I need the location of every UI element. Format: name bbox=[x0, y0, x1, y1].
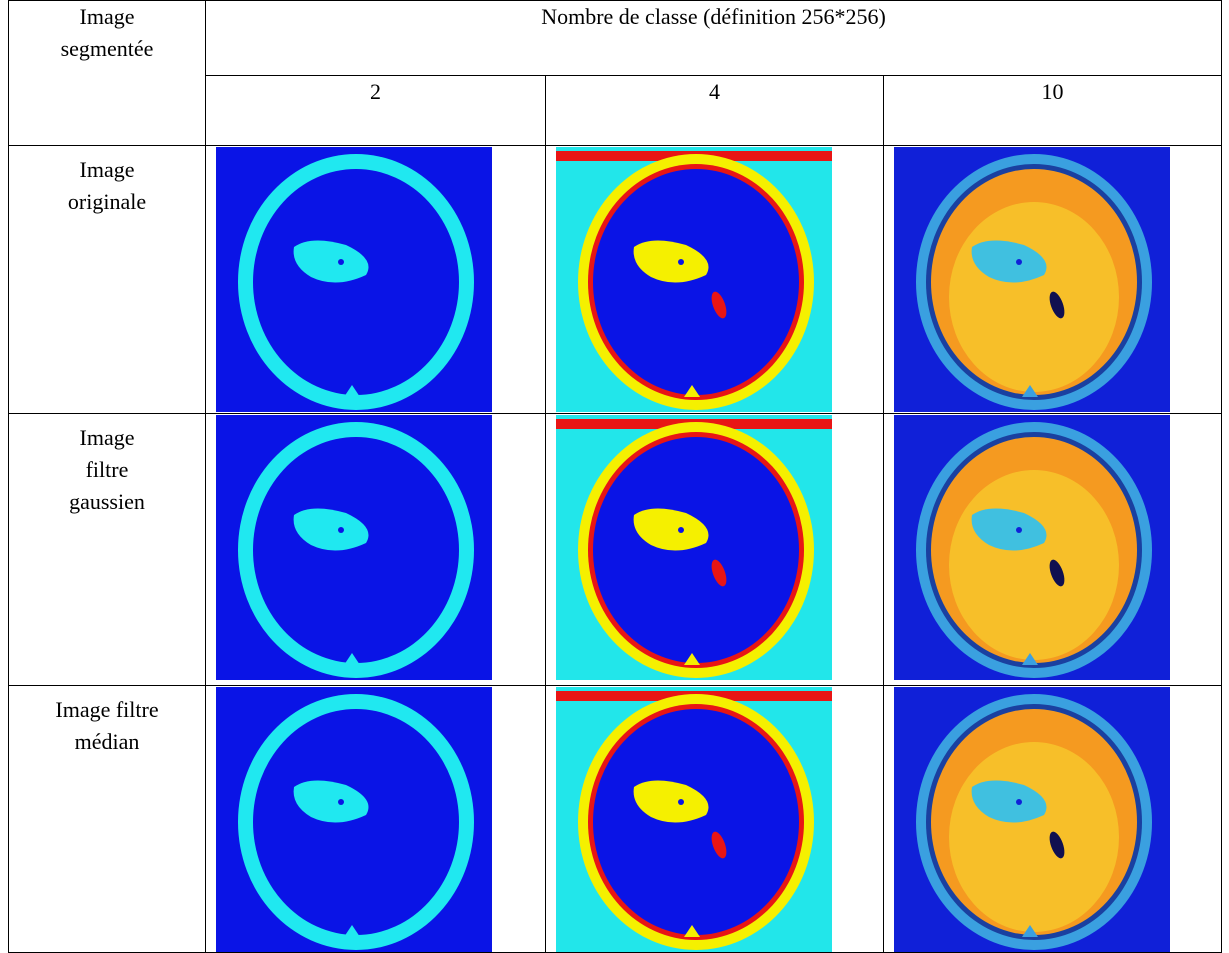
image-cell bbox=[546, 146, 884, 414]
image-cell bbox=[884, 414, 1222, 686]
row-label-line: filtre bbox=[9, 454, 205, 486]
corner-header: Image segmentée bbox=[9, 1, 206, 146]
image-cell bbox=[206, 146, 546, 414]
class-count-header: 4 bbox=[546, 76, 884, 146]
row-label-line: Image filtre bbox=[9, 694, 205, 726]
segmented-image bbox=[894, 147, 1170, 412]
page: {"table":{"header":{"corner":"Image segm… bbox=[0, 0, 1229, 949]
image-cell bbox=[206, 414, 546, 686]
segmented-image bbox=[894, 687, 1170, 952]
image-cell bbox=[206, 686, 546, 953]
segmented-image bbox=[894, 415, 1170, 680]
row-label-line: Image bbox=[9, 422, 205, 454]
segmented-image bbox=[556, 147, 832, 412]
segmented-image bbox=[556, 687, 832, 952]
image-cell bbox=[884, 146, 1222, 414]
image-cell bbox=[546, 686, 884, 953]
row-label-line: gaussien bbox=[9, 486, 205, 518]
span-header: Nombre de classe (définition 256*256) bbox=[206, 1, 1222, 76]
segmented-image bbox=[216, 687, 492, 952]
segmented-image bbox=[556, 415, 832, 680]
row-label-line: originale bbox=[9, 186, 205, 218]
segmented-image bbox=[216, 147, 492, 412]
results-table: Image segmentée Nombre de classe (défini… bbox=[8, 0, 1222, 953]
row-label-line: médian bbox=[9, 726, 205, 758]
image-cell bbox=[884, 686, 1222, 953]
image-cell bbox=[546, 414, 884, 686]
class-count-header: 2 bbox=[206, 76, 546, 146]
segmented-image bbox=[216, 415, 492, 680]
class-count-header: 10 bbox=[884, 76, 1222, 146]
row-label-line: Image bbox=[9, 154, 205, 186]
